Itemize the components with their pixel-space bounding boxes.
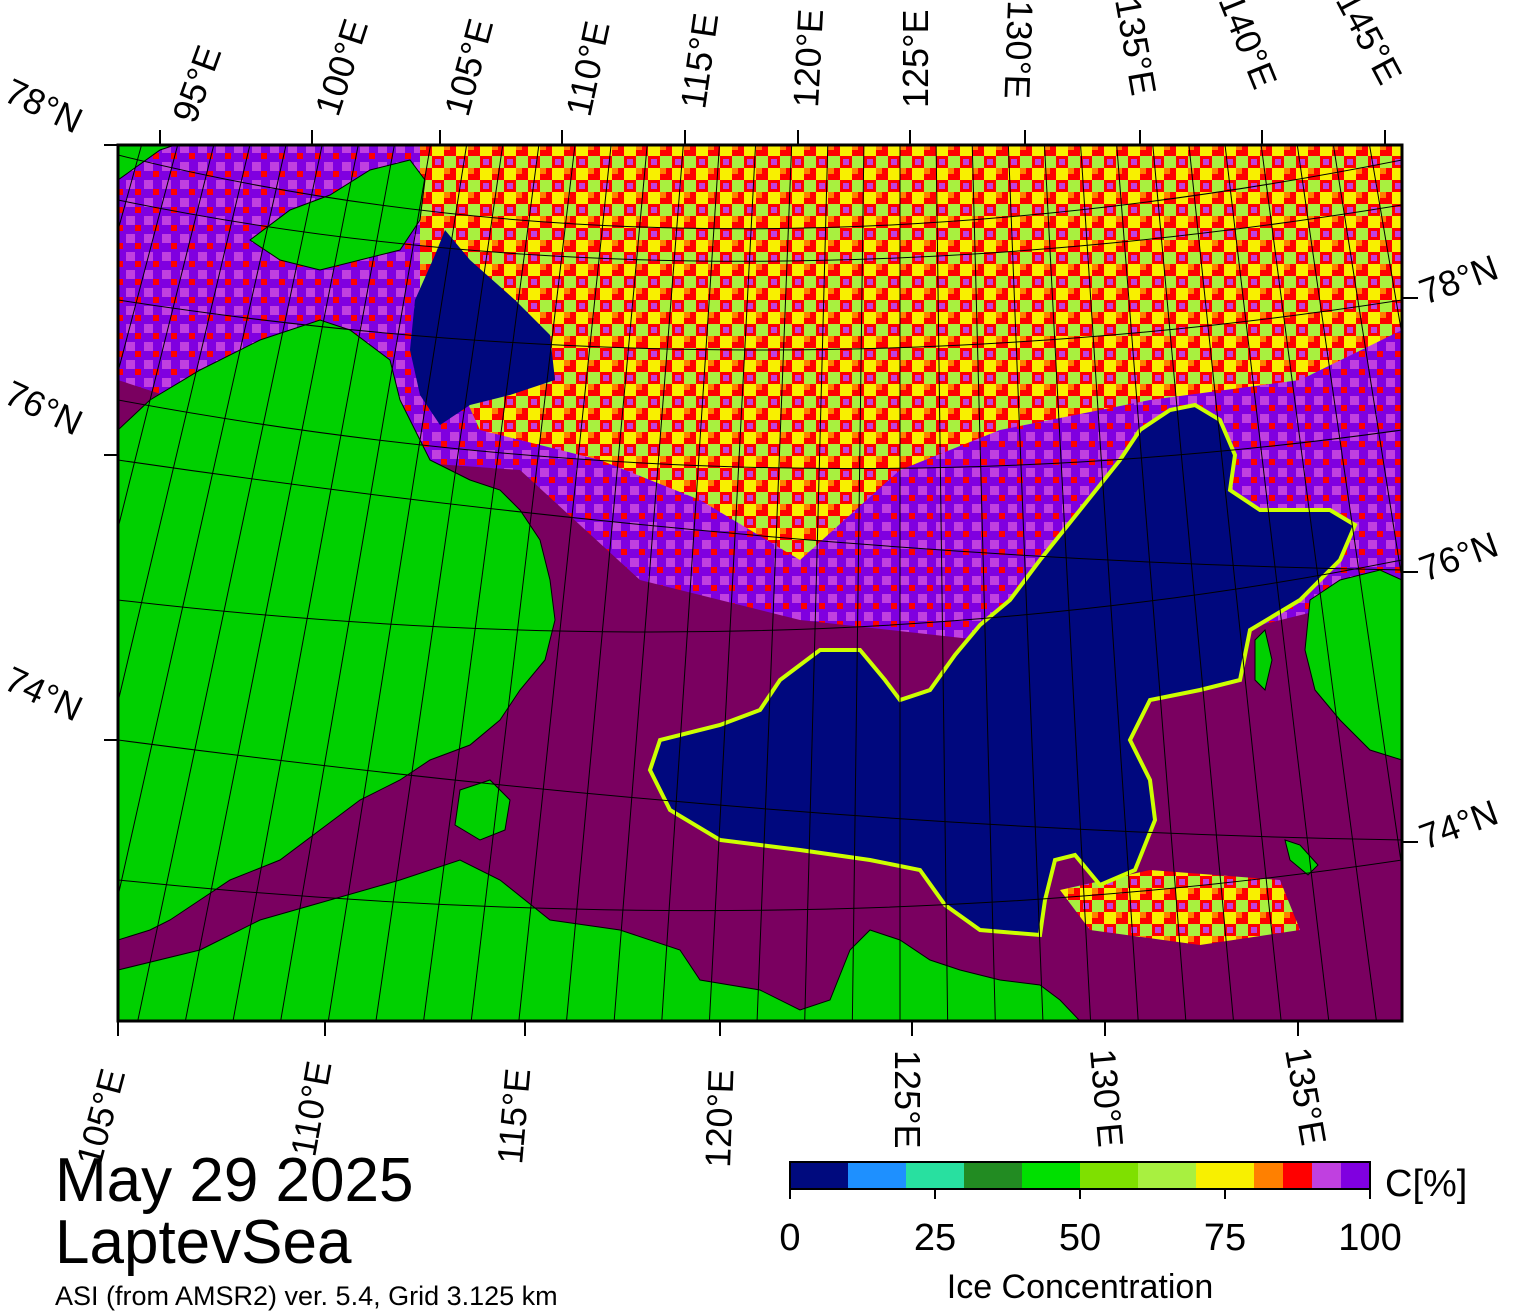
meridian-line [1296,145,1402,873]
bottom-lon-label: 135°E [1277,1044,1334,1148]
polynya-edge [647,402,1358,938]
meridian-line [566,145,648,1021]
bottom-lon-label: 130°E [1082,1047,1131,1149]
left-lat-label: 76°N [0,372,89,443]
meridian-line [935,145,949,1021]
top-lon-label: 120°E [785,8,831,108]
right-lat-label: 78°N [1414,246,1504,312]
meridian-line [1152,145,1234,1021]
meridian-line [1043,145,1092,1021]
top-longitude-labels: 95°E 100°E 105°E 110°E 115°E 120°E 125°E… [164,0,1410,128]
top-lon-label: 105°E [436,14,501,120]
right-lat-label: 74°N [1414,791,1504,857]
meridian-line [1080,145,1139,1021]
colorbar-swatch [1341,1162,1370,1189]
meridian-line [1007,145,1044,1021]
colorbar-swatch [1254,1162,1283,1189]
meridian-line [118,145,251,705]
meridian-line [118,145,287,899]
right-lat-label: 76°N [1414,523,1504,589]
meridian-line [518,145,612,1021]
open-water-laptev [650,405,1355,935]
land-stolbovoy-island [1284,839,1319,876]
meridian-line [1260,145,1377,1021]
top-lon-label: 110°E [558,17,618,119]
meridian-line [327,145,468,1021]
meridian-line [851,145,865,1021]
colorbar: 0 25 50 75 100 C[%] Ice Concentration [779,1161,1467,1306]
top-lon-label: 115°E [672,11,726,112]
meridian-line [232,145,395,1021]
bottom-lon-label: 120°E [697,1068,741,1168]
colorbar-tick-label: 25 [914,1217,956,1259]
colorbar-swatch [964,1162,1022,1189]
colorbar-swatch [1283,1162,1312,1189]
colorbar-tick-label: 0 [779,1217,800,1259]
meridian-line [804,145,829,1021]
colorbar-unit: C[%] [1385,1163,1467,1205]
meridian-line [118,145,215,531]
bottom-lon-label: 110°E [283,1058,340,1159]
pack-ice-area [420,145,1402,560]
land-bolshoy-begichev [454,779,511,841]
bottom-lon-label: 125°E [887,1050,928,1148]
top-lon-label: 140°E [1211,0,1286,94]
colorbar-swatch [906,1162,964,1189]
meridian-line [756,145,793,1021]
meridian-line [375,145,504,1021]
meridian-line [661,145,720,1021]
southeast-ice-patch [1060,870,1300,945]
top-lon-label: 95°E [164,40,229,128]
top-lon-label: 145°E [1328,0,1410,91]
colorbar-title: Ice Concentration [947,1268,1214,1306]
colorbar-tick-label: 75 [1204,1217,1246,1259]
meridian-line [708,145,757,1021]
meridian-line [423,145,540,1021]
map-frame [116,143,1404,1023]
colorbar-tick-label: 50 [1059,1217,1101,1259]
map-area [118,145,1402,1021]
graticule-parallels [118,154,1402,912]
meridian-line [184,145,359,1021]
date-label: May 29 2025 [55,1146,414,1215]
meridian-line [1188,145,1282,1021]
graticule-meridians [118,145,1402,1021]
meridian-line [1224,145,1330,1021]
colorbar-swatch [1196,1162,1254,1189]
left-latitude-labels: 78°N 76°N 74°N [0,70,89,729]
meridian-line [613,145,684,1021]
open-water-west [410,230,555,425]
colorbar-swatch [790,1162,848,1189]
meridian-line [137,145,323,1021]
left-lat-label: 74°N [0,658,89,729]
colorbar-swatch [1080,1162,1138,1189]
top-lon-label: 130°E [997,0,1041,100]
top-lon-label: 100°E [307,14,376,120]
top-lon-label: 125°E [895,10,936,108]
meridian-line [971,145,996,1021]
land-small-island [1254,629,1273,691]
region-label: LaptevSea [55,1208,352,1277]
meridian-line [280,145,431,1021]
land-severnaya-zemlya [118,145,176,181]
top-lon-label: 135°E [1107,0,1164,98]
colorbar-swatches [790,1162,1370,1189]
bottom-lon-label: 115°E [489,1067,538,1166]
colorbar-ticks [789,1189,1371,1199]
right-latitude-labels: 78°N 76°N 74°N [1414,246,1504,857]
colorbar-swatch [1022,1162,1080,1189]
land-bolshevik-island [249,159,426,271]
meridian-line [470,145,576,1021]
left-lat-label: 78°N [0,70,89,141]
colorbar-swatch [848,1162,906,1189]
meridian-line [1332,145,1402,583]
colorbar-swatch [1138,1162,1196,1189]
colorbar-swatch [1312,1162,1341,1189]
axis-ticks [104,130,1418,1036]
product-label: ASI (from AMSR2) ver. 5.4, Grid 3.125 km [55,1281,558,1311]
colorbar-tick-label: 100 [1338,1217,1401,1259]
meridian-line [1116,145,1187,1021]
